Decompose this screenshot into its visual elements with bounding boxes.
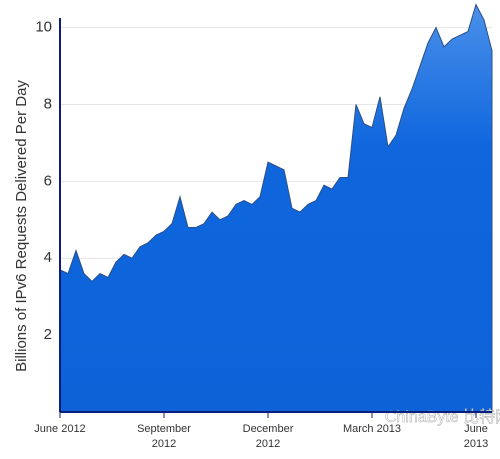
x-tick-label: December 2012	[242, 423, 294, 450]
y-axis-label: Billions of IPv6 Requests Delivered Per …	[13, 80, 30, 372]
y-tick-label: 8	[44, 95, 52, 112]
x-tick-label: June 2012	[34, 423, 86, 435]
y-tick-label: 6	[44, 172, 52, 189]
x-tick-label: June 2013	[463, 423, 489, 450]
y-tick-label: 2	[44, 326, 52, 343]
y-tick-label: 10	[35, 19, 52, 36]
area	[59, 3, 493, 413]
x-tick-label: September 2012	[137, 423, 191, 450]
y-tick-label: 4	[44, 249, 52, 266]
x-tick-label: March 2013	[342, 423, 402, 435]
